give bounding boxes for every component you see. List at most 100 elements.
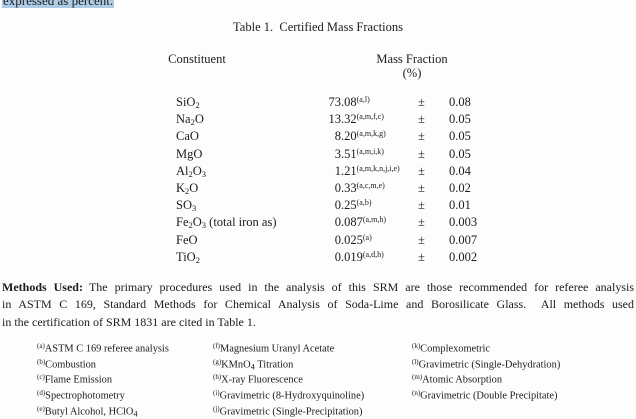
certified-mass-fractions-table: SiO2 73.08(a,l) ±0.08 Na2O 13.32(a,m,f,c) ±0.… <box>0 95 636 267</box>
mass-fraction-value: 0.025(a) <box>334 232 372 247</box>
footnote-mark: (d) <box>37 389 46 398</box>
plus-minus-sign: ± <box>418 129 425 144</box>
footnote-item: (a)ASTM C 169 referee analysis <box>37 342 169 355</box>
method-footnote-marks: (a,m,h) <box>362 215 386 225</box>
column-header-mass-fraction: Mass Fraction <box>376 52 448 66</box>
methods-text-1: The primary procedures used in the analy… <box>88 280 634 294</box>
mass-fraction-value: 1.21(a,m,k,n,j,i,e) <box>334 163 400 178</box>
method-footnote-marks: (a,m,k,g) <box>356 129 386 139</box>
footnote-mark: (n) <box>412 389 421 398</box>
footnote-mark: (i) <box>213 389 220 398</box>
footnote-column-1: (a)ASTM C 169 referee analysis (b)Combust… <box>37 340 169 419</box>
table-row: SiO2 73.08(a,l) ±0.08 <box>0 95 636 112</box>
constituent-formula: FeO <box>176 232 198 247</box>
plus-minus-sign: ± <box>418 215 425 230</box>
methods-paragraph: Methods Used: The primary procedures used… <box>2 279 634 331</box>
footnote-item: (l)Gravimetric (Single-Dehydration) <box>412 357 561 371</box>
footnote-mark: (g) <box>213 357 222 366</box>
plus-minus-sign: ± <box>418 146 425 161</box>
footnote-item: (d)Spectrophotometry <box>37 389 125 402</box>
methods-line-3: in the certification of SRM 1831 are cit… <box>2 314 256 329</box>
table-title: Table 1. Certified Mass Fractions <box>233 20 403 34</box>
footnote-mark: (a) <box>37 342 45 350</box>
uncertainty-value: 0.04 <box>449 163 471 178</box>
method-footnote-marks: (a,d,h) <box>362 249 384 259</box>
footnote-mark: (f) <box>213 342 220 350</box>
mass-fraction-value: 8.20(a,m,k,g) <box>334 129 386 144</box>
uncertainty-value: 0.003 <box>449 215 478 230</box>
uncertainty-value: 0.08 <box>449 95 471 109</box>
uncertainty-value: 0.05 <box>449 112 471 127</box>
method-footnote-marks: (a,m,i,k) <box>356 146 384 156</box>
footnote-column-2: (f)Magnesium Uranyl Acetate (g)KMnO4 Titr… <box>213 340 364 419</box>
uncertainty-value: 0.05 <box>449 146 471 161</box>
method-footnote-marks: (a,m,k,n,j,i,e) <box>356 163 400 173</box>
footnote-item: (h)X-ray Fluorescence <box>213 373 303 386</box>
footnote-item: (k)Complexometric <box>412 342 491 355</box>
footnote-mark: (b) <box>37 357 46 366</box>
plus-minus-sign: ± <box>418 112 425 127</box>
method-footnote-marks: (a,l) <box>356 95 370 104</box>
footnote-item: (f)Magnesium Uranyl Acetate <box>213 342 335 355</box>
footnote-item: (b)Combustion <box>37 357 96 371</box>
column-header-unit: (%) <box>402 66 422 80</box>
footnote-mark: (j) <box>213 404 220 413</box>
constituent-formula: Na2O <box>176 112 204 128</box>
footnote-item: (i)Gravimetric (8-Hydroxyquinoline) <box>213 389 365 402</box>
uncertainty-value: 0.05 <box>449 129 471 144</box>
table-row: Al2O3 1.21(a,m,k,n,j,i,e) ±0.04 <box>0 164 636 181</box>
constituent-formula: TiO2 <box>176 249 200 265</box>
uncertainty-value: 0.002 <box>449 249 478 264</box>
footnote-mark: (l) <box>412 357 419 366</box>
plus-minus-sign: ± <box>418 232 425 247</box>
methods-label: Methods Used: <box>2 280 83 294</box>
table-row: Fe2O3 (total iron as) 0.087(a,m,h) ±0.003 <box>0 215 636 232</box>
method-footnote-marks: (a) <box>362 232 372 242</box>
plus-minus-sign: ± <box>418 198 425 213</box>
footnote-item: (m)Atomic Absorption <box>412 373 503 386</box>
footnote-column-3: (k)Complexometric (l)Gravimetric (Single-… <box>412 340 560 403</box>
mass-fraction-value: 13.32(a,m,f,c) <box>328 112 384 127</box>
mass-fraction-value: 0.019(a,d,h) <box>334 249 384 264</box>
method-footnote-marks: (a,b) <box>356 198 372 208</box>
constituent-formula: CaO <box>176 129 199 144</box>
plus-minus-sign: ± <box>418 163 425 178</box>
table-row: Na2O 13.32(a,m,f,c) ±0.05 <box>0 112 636 129</box>
footnote-mark: (e) <box>37 404 45 413</box>
methods-line-2: in ASTM C 169, Standard Methods for Chem… <box>2 297 634 312</box>
footnote-item: (c)Flame Emission <box>37 373 113 386</box>
footnote-mark: (k) <box>412 342 421 350</box>
constituent-formula: MgO <box>176 146 203 161</box>
method-footnote-marks: (a,m,f,c) <box>356 112 384 122</box>
table-row: K2O 0.33(a,c,m,e) ±0.02 <box>0 181 636 198</box>
plus-minus-sign: ± <box>418 95 425 109</box>
constituent-formula: SO3 <box>176 198 197 214</box>
constituent-formula: SiO2 <box>176 95 200 110</box>
mass-fraction-value: 3.51(a,m,i,k) <box>334 146 384 161</box>
mass-fraction-value: 0.25(a,b) <box>334 198 372 213</box>
constituent-formula: Fe2O3 (total iron as) <box>176 215 277 231</box>
mass-fraction-value: 0.33(a,c,m,e) <box>334 180 385 195</box>
footnote-mark: (c) <box>37 373 45 382</box>
plus-minus-sign: ± <box>418 249 425 264</box>
uncertainty-value: 0.01 <box>449 198 471 213</box>
plus-minus-sign: ± <box>418 180 425 195</box>
column-header-constituent: Constituent <box>168 52 226 66</box>
methods-line-1: Methods Used: The primary procedures used… <box>2 279 634 296</box>
footnote-item: (n)Gravimetric (Double Precipitate) <box>412 389 558 402</box>
mass-fraction-value: 0.087(a,m,h) <box>334 215 386 230</box>
method-footnote-marks: (a,c,m,e) <box>356 180 385 190</box>
footnote-mark: (m) <box>412 373 423 382</box>
footnote-item: (g)KMnO4 Titration <box>213 357 294 372</box>
selected-text-fragment[interactable]: expressed as percent. <box>2 0 115 8</box>
table-row: CaO 8.20(a,m,k,g) ±0.05 <box>0 129 636 146</box>
uncertainty-value: 0.007 <box>449 232 478 247</box>
table-row: TiO2 0.019(a,d,h) ±0.002 <box>0 250 636 267</box>
footnote-mark: (h) <box>213 373 222 382</box>
table-row: SO3 0.25(a,b) ±0.01 <box>0 198 636 215</box>
table-row: MgO 3.51(a,m,i,k) ±0.05 <box>0 147 636 164</box>
mass-fraction-value: 73.08(a,l) <box>328 95 370 109</box>
uncertainty-value: 0.02 <box>449 180 471 195</box>
constituent-formula: Al2O3 <box>176 163 207 179</box>
